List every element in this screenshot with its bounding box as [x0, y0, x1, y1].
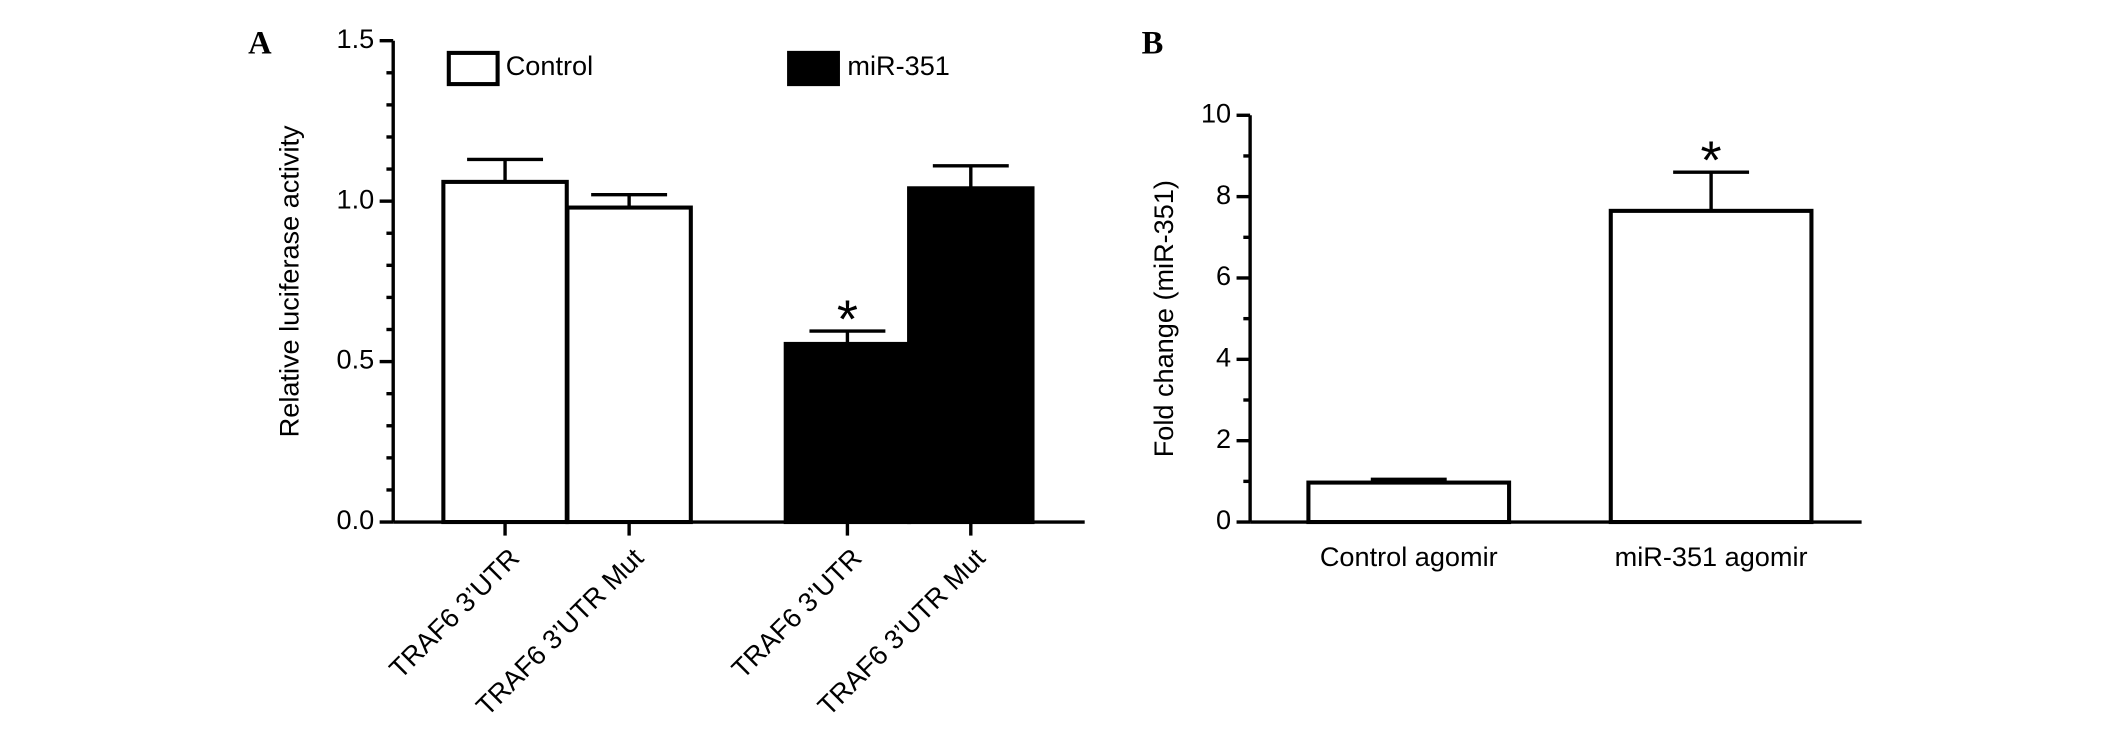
y-tick-label: 10: [1201, 97, 1231, 128]
panel-label: A: [248, 26, 272, 62]
y-tick-label: 6: [1216, 260, 1231, 291]
y-tick-label: 8: [1216, 179, 1231, 210]
bar: [1608, 208, 1814, 525]
legend-swatch: [446, 50, 500, 87]
x-tick-label: Control agomir: [1320, 541, 1498, 572]
y-tick-label: 0.0: [337, 504, 375, 535]
legend-label: Control: [506, 50, 593, 81]
panel-label: B: [1142, 26, 1164, 62]
bar: [565, 205, 693, 525]
bar: [907, 186, 1035, 525]
x-tick-label: TRAF6 3’UTR: [383, 542, 525, 684]
bar: [441, 179, 569, 525]
y-tick-label: 1.0: [337, 183, 375, 214]
bar: [783, 341, 912, 525]
bar: [1306, 480, 1512, 525]
legend-swatch: [787, 50, 840, 87]
y-axis-label: Fold change (miR-351): [1148, 180, 1179, 457]
y-axis-label: Relative luciferase activity: [274, 125, 305, 437]
y-tick-label: 2: [1216, 423, 1231, 454]
y-tick-label: 0: [1216, 504, 1231, 535]
y-tick-label: 1.5: [337, 23, 375, 54]
significance-mark: *: [837, 289, 858, 349]
significance-mark: *: [1701, 130, 1722, 190]
y-tick-label: 4: [1216, 341, 1231, 372]
y-tick-label: 0.5: [337, 344, 375, 375]
x-tick-label: miR-351 agomir: [1615, 541, 1808, 572]
legend-label: miR-351: [847, 50, 949, 81]
